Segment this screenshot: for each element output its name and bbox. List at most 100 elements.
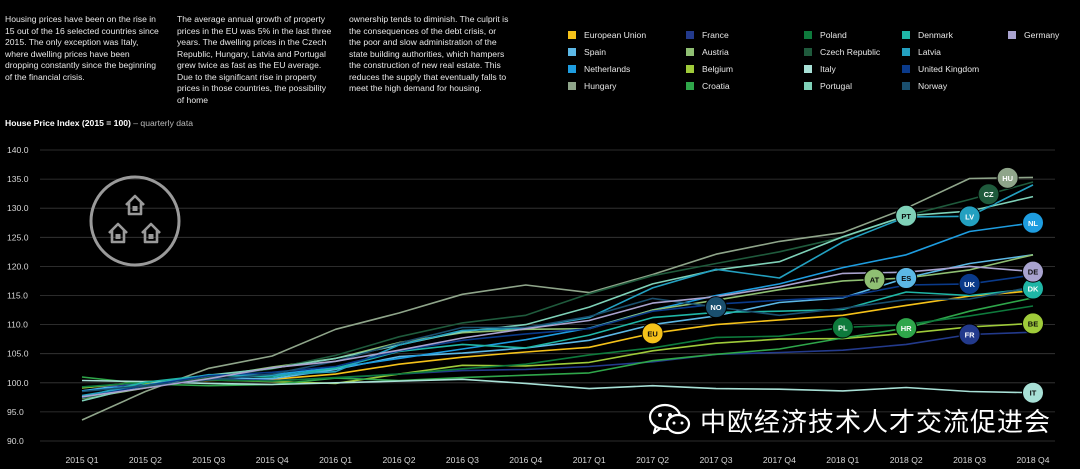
badge-label-nl: NL	[1028, 219, 1038, 228]
house-shape	[108, 222, 128, 244]
chart-subtitle: – quarterly data	[133, 118, 193, 128]
series-line-pt	[81, 195, 1034, 402]
legend-swatch	[804, 82, 812, 90]
legend-label: Portugal	[820, 81, 853, 91]
badge-uk	[958, 272, 981, 295]
legend-swatch	[686, 82, 694, 90]
x-tick-label: 2018 Q3	[953, 455, 986, 465]
y-tick-label: 140.0	[7, 145, 29, 155]
house-shape	[125, 194, 145, 216]
x-tick-label: 2016 Q2	[383, 455, 416, 465]
x-tick-label: 2017 Q1	[573, 455, 606, 465]
legend-label: Norway	[918, 81, 948, 91]
legend-label: Germany	[1024, 30, 1060, 40]
chart-title: House Price Index (2015 = 100) – quarter…	[5, 118, 193, 128]
house-shape	[141, 222, 161, 244]
house-window	[148, 234, 154, 239]
legend-label: Hungary	[584, 81, 617, 91]
legend-label: Croatia	[702, 81, 730, 91]
badge-label-fr: FR	[965, 330, 976, 339]
series-line-hr	[81, 297, 1034, 387]
legend-label: Poland	[820, 30, 847, 40]
x-tick-label: 2017 Q3	[700, 455, 733, 465]
badge-label-no: NO	[710, 303, 721, 312]
legend-label: European Union	[584, 30, 647, 40]
badge-de	[1022, 260, 1044, 283]
legend-label: Denmark	[918, 30, 953, 40]
badge-eu	[641, 322, 664, 345]
watermark: 中欧经济技术人才交流促进会	[648, 400, 1051, 440]
series-line-it	[81, 378, 1034, 394]
badge-label-uk: UK	[964, 280, 975, 289]
legend-swatch	[804, 48, 812, 56]
series-line-no	[81, 286, 1034, 393]
badge-label-hr: HR	[901, 324, 912, 333]
series-line-uk	[81, 274, 1034, 399]
badge-label-be: BE	[1028, 319, 1038, 328]
x-tick-label: 2015 Q1	[66, 455, 99, 465]
legend-label: Belgium	[702, 64, 734, 74]
legend-label: Latvia	[918, 47, 941, 57]
legend-label: Spain	[584, 47, 606, 57]
badge-label-de: DE	[1028, 268, 1038, 277]
legend-label: Austria	[702, 47, 729, 57]
badge-hr	[895, 317, 918, 340]
houses-icon	[89, 175, 181, 267]
x-tick-label: 2018 Q1	[826, 455, 859, 465]
y-tick-label: 95.0	[7, 407, 24, 417]
badge-label-pl: PL	[838, 324, 848, 333]
series-line-dk	[81, 287, 1034, 398]
badge-label-es: ES	[901, 274, 911, 283]
badge-no	[705, 296, 727, 319]
y-tick-label: 115.0	[7, 291, 28, 301]
series-line-fr	[81, 331, 1034, 388]
x-tick-label: 2018 Q4	[1017, 455, 1050, 465]
intro-paragraph-2: The average annual growth of property pr…	[177, 14, 332, 105]
badge-at	[863, 268, 886, 291]
series-line-lv	[81, 184, 1034, 397]
y-tick-label: 90.0	[7, 436, 24, 446]
badge-label-eu: EU	[647, 329, 657, 338]
y-tick-label: 130.0	[7, 203, 29, 213]
x-tick-label: 2017 Q2	[636, 455, 669, 465]
wechat-icon	[648, 403, 691, 435]
badge-be	[1022, 312, 1044, 335]
y-tick-label: 135.0	[7, 174, 29, 184]
legend-swatch	[686, 48, 694, 56]
badge-label-it: IT	[1030, 389, 1037, 398]
series-line-pl	[81, 305, 1034, 388]
y-tick-label: 120.0	[7, 261, 29, 271]
legend-label: Italy	[820, 64, 836, 74]
badge-label-pt: PT	[901, 212, 911, 221]
x-tick-label: 2017 Q4	[763, 455, 796, 465]
x-tick-label: 2015 Q3	[192, 455, 225, 465]
legend-swatch	[568, 48, 576, 56]
badge-label-dk: DK	[1028, 285, 1039, 294]
legend-swatch	[902, 82, 910, 90]
house-window	[132, 206, 138, 211]
legend-label: France	[702, 30, 729, 40]
badge-it	[1022, 381, 1044, 404]
chart-legend: European Union Spain Netherlands Hungary Fra…	[568, 28, 1078, 103]
intro-paragraph-3: ownership tends to diminish. The culprit…	[349, 14, 509, 93]
series-line-hu	[81, 176, 1034, 421]
legend-swatch	[1008, 31, 1016, 39]
legend-swatch	[568, 31, 576, 39]
legend-swatch	[804, 31, 812, 39]
house-window	[115, 234, 121, 239]
chart-title-main: House Price Index (2015 = 100)	[5, 118, 131, 128]
legend-swatch	[902, 31, 910, 39]
badge-pl	[831, 316, 854, 339]
y-tick-label: 125.0	[7, 232, 29, 242]
legend-swatch	[568, 65, 576, 73]
x-tick-label: 2018 Q2	[890, 455, 923, 465]
x-tick-label: 2016 Q3	[446, 455, 479, 465]
legend-label: Netherlands	[584, 64, 631, 74]
legend-swatch	[804, 65, 812, 73]
y-tick-label: 105.0	[7, 349, 29, 359]
x-tick-label: 2016 Q1	[319, 455, 352, 465]
watermark-text: 中欧经济技术人才交流促进会	[700, 407, 1052, 438]
badge-cz	[977, 183, 1000, 206]
intro-paragraph-1: Housing prices have been on the rise in …	[5, 14, 159, 82]
